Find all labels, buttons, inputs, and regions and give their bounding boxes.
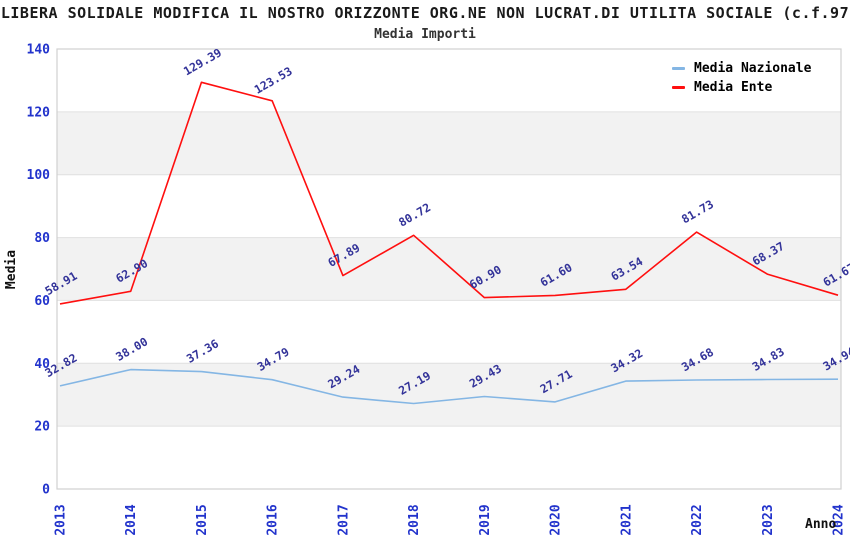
legend-label: Media Nazionale [694, 61, 812, 76]
data-label: 37.36 [184, 336, 221, 365]
y-tick-label: 40 [34, 357, 50, 372]
x-tick-label: 2014 [124, 504, 139, 535]
y-tick-label: 60 [34, 294, 50, 309]
data-label: 38.00 [113, 334, 150, 363]
x-tick-label: 2018 [407, 504, 422, 535]
plot-border [56, 48, 842, 490]
x-tick-label: 2016 [266, 504, 281, 535]
legend-item-media-nazionale: Media Nazionale [672, 61, 812, 76]
data-label: 81.73 [679, 197, 716, 226]
series-line-media-ente [59, 81, 839, 305]
legend-item-media-ente: Media Ente [672, 80, 811, 95]
x-tick-label: 2017 [336, 504, 351, 535]
x-tick-label: 2019 [478, 504, 493, 535]
x-tick-label: 2021 [619, 504, 634, 535]
data-label: 129.39 [181, 45, 224, 78]
data-label: 80.72 [396, 200, 433, 229]
grid-band [57, 111, 841, 175]
series-line-media-nazionale [59, 368, 839, 405]
x-tick-label: 2024 [832, 504, 847, 535]
x-tick-label: 2020 [549, 504, 564, 535]
x-axis-title: Anno [805, 517, 837, 532]
legend: Media Nazionale Media Ente [672, 61, 812, 95]
y-tick-label: 20 [34, 420, 50, 435]
y-tick-label: 100 [27, 168, 51, 183]
legend-line-marker [672, 67, 685, 70]
y-axis-title: Media [4, 249, 20, 290]
y-tick-label: 0 [42, 483, 50, 498]
y-tick-label: 120 [27, 105, 51, 120]
data-label: 123.53 [252, 64, 295, 97]
legend-label: Media Ente [694, 80, 773, 95]
y-tick-label: 140 [27, 43, 51, 58]
y-tick-label: 80 [34, 231, 50, 246]
x-tick-label: 2015 [195, 504, 210, 535]
legend-line-marker [672, 86, 685, 89]
x-tick-label: 2022 [690, 504, 705, 535]
chart-title: TE LIBERA SOLIDALE MODIFICA IL NOSTRO OR… [0, 4, 850, 22]
x-tick-label: 2013 [54, 504, 69, 535]
x-tick-label: 2023 [761, 504, 776, 535]
chart-subtitle: Media Importi [374, 27, 476, 42]
grid-band [57, 237, 841, 301]
grid-band [57, 363, 841, 427]
